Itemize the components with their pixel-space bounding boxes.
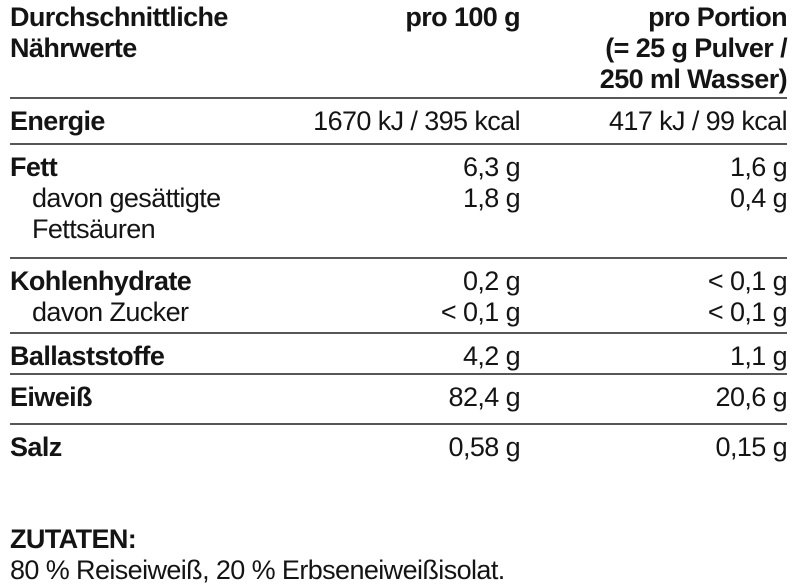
value-energie-portion: 417 kJ / 99 kcal xyxy=(608,106,788,136)
header-per-portion-line3: 250 ml Wasser) xyxy=(599,64,788,94)
nutrient-label-ballaststoffe: Ballaststoffe xyxy=(10,341,165,371)
value-zucker-per100: < 0,1 g xyxy=(440,297,521,327)
section-fett: Fett 6,3 g 1,6 g davon gesättigte 1,8 g … xyxy=(10,143,788,257)
ingredients-heading: ZUTATEN: xyxy=(10,524,137,554)
value-fettsaeuren-portion xyxy=(520,214,787,245)
nutrient-label-zucker: davon Zucker xyxy=(32,297,189,327)
nutrient-label-fettsaeuren: Fettsäuren xyxy=(32,214,156,244)
value-gesaettigte-portion: 0,4 g xyxy=(729,183,788,213)
nutrient-label-eiweiss: Eiweiß xyxy=(10,382,93,412)
header-per-portion: pro Portion (= 25 g Pulver / 250 ml Wass… xyxy=(520,2,788,97)
value-fett-portion: 1,6 g xyxy=(729,152,788,182)
ingredients-text: 80 % Reiseiweiß, 20 % Erbseneiweißisolat… xyxy=(10,555,505,585)
value-ballaststoffe-portion: 1,1 g xyxy=(729,341,788,371)
table-row-fettsaeuren-cont: Fettsäuren xyxy=(10,214,787,245)
table-row-energie: Energie 1670 kJ / 395 kcal 417 kJ / 99 k… xyxy=(10,106,788,137)
value-salz-portion: 0,15 g xyxy=(715,432,788,462)
nutrient-label-kohlenhydrate: Kohlenhydrate xyxy=(10,266,192,296)
nutrient-label-gesaettigte: davon gesättigte xyxy=(32,183,221,213)
nutrient-label-energie: Energie xyxy=(10,106,105,136)
nutrient-label-salz: Salz xyxy=(10,432,62,462)
table-row-fett: Fett 6,3 g 1,6 g xyxy=(10,152,788,183)
section-eiweiss: Eiweiß 82,4 g 20,6 g xyxy=(10,373,788,423)
header-average-values: Durchschnittliche Nährwerte xyxy=(10,2,228,63)
value-salz-per100: 0,58 g xyxy=(448,432,521,462)
value-zucker-portion: < 0,1 g xyxy=(707,297,788,327)
table-row-zucker: davon Zucker < 0,1 g < 0,1 g xyxy=(10,297,788,328)
ingredients-block: ZUTATEN: 80 % Reiseiweiß, 20 % Erbseneiw… xyxy=(10,524,787,586)
header-per-portion-line2: (= 25 g Pulver / xyxy=(605,33,787,63)
table-row-ballaststoffe: Ballaststoffe 4,2 g 1,1 g xyxy=(10,341,788,372)
section-energie: Energie 1670 kJ / 395 kcal 417 kJ / 99 k… xyxy=(10,97,788,143)
nutrition-table-header: Durchschnittliche Nährwerte pro 100 g pr… xyxy=(10,0,788,97)
table-row-kohlenhydrate: Kohlenhydrate 0,2 g < 0,1 g xyxy=(10,266,788,297)
table-row-gesaettigte-fettsaeuren: davon gesättigte 1,8 g 0,4 g xyxy=(10,183,788,214)
value-energie-per100: 1670 kJ / 395 kcal xyxy=(313,106,520,136)
value-kohlenhydrate-portion: < 0,1 g xyxy=(707,266,788,296)
table-row-salz: Salz 0,58 g 0,15 g xyxy=(10,432,788,463)
value-ballaststoffe-per100: 4,2 g xyxy=(462,341,521,371)
nutrient-label-fett: Fett xyxy=(10,152,58,182)
value-eiweiss-per100: 82,4 g xyxy=(448,382,521,412)
section-kohlenhydrate: Kohlenhydrate 0,2 g < 0,1 g davon Zucker… xyxy=(10,257,788,332)
value-fett-per100: 6,3 g xyxy=(462,152,521,182)
section-salz: Salz 0,58 g 0,15 g xyxy=(10,423,788,468)
header-per-portion-line1: pro Portion xyxy=(648,2,787,32)
table-row-eiweiss: Eiweiß 82,4 g 20,6 g xyxy=(10,382,788,413)
value-kohlenhydrate-per100: 0,2 g xyxy=(462,266,521,296)
section-ballaststoffe: Ballaststoffe 4,2 g 1,1 g xyxy=(10,332,788,373)
value-gesaettigte-per100: 1,8 g xyxy=(462,183,521,213)
value-fettsaeuren-per100 xyxy=(260,214,520,245)
header-per-100g: pro 100 g xyxy=(405,2,520,32)
value-eiweiss-portion: 20,6 g xyxy=(715,382,788,412)
